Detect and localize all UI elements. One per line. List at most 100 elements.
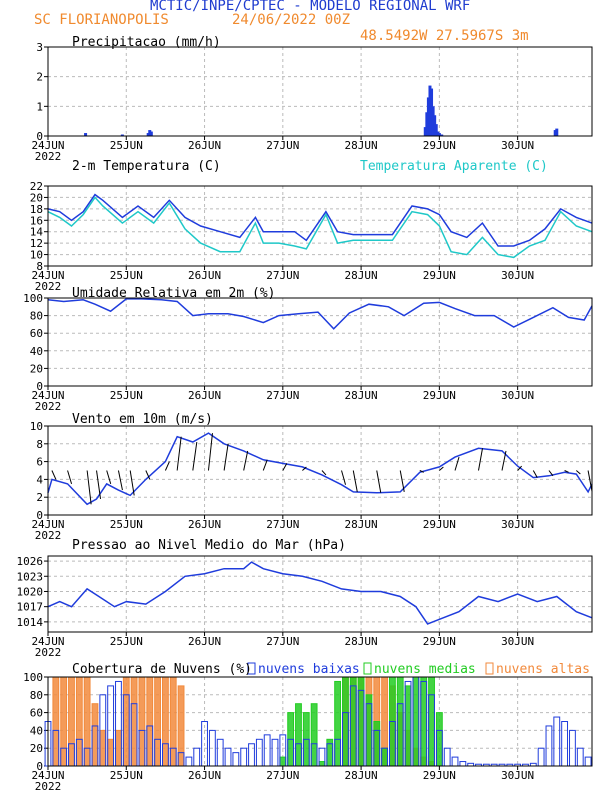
temp-ytick-label: 10 — [30, 249, 43, 262]
clouds-bar-nuvens-altas — [130, 676, 138, 767]
clouds-bar-nuvens-altas — [122, 676, 130, 767]
humidity-xtick-label: 30JUN — [501, 389, 534, 402]
wind-xtick-label: 28JUN — [345, 518, 378, 531]
clouds-legend-label: nuvens altas — [496, 662, 590, 677]
pressure-ytick-label: 1023 — [17, 570, 44, 583]
clouds-legend-swatch — [485, 662, 494, 675]
precip-bar — [149, 131, 153, 136]
precip-xtick-label: 26JUN — [188, 139, 221, 152]
clouds-xtick-label: 28JUN — [345, 769, 378, 782]
wind-vector — [145, 470, 151, 480]
wind-xtick-label: 26JUN — [188, 518, 221, 531]
wind-vector — [341, 470, 347, 485]
temp-ytick-label: 18 — [30, 203, 43, 216]
temp-xtick-label: 25JUN — [110, 269, 143, 282]
run-time-label: 24/06/2022 00Z — [232, 12, 351, 28]
clouds-bar-nuvens-baixas — [561, 721, 569, 767]
temp-xtick-label: 24JUN — [31, 269, 64, 282]
clouds-bar-nuvens-medias — [435, 712, 443, 767]
clouds-bar-nuvens-altas — [138, 676, 146, 767]
clouds-bar-nuvens-baixas — [263, 734, 271, 767]
wind-ytick-label: 10 — [30, 420, 43, 433]
clouds-bar-nuvens-altas — [99, 729, 107, 767]
wind-vector — [321, 470, 327, 476]
clouds-bar-nuvens-medias — [420, 676, 428, 767]
wind-vector — [96, 470, 102, 500]
wind-ytick-label: 8 — [36, 438, 43, 451]
precip-bar — [440, 134, 444, 136]
precip-bar — [434, 124, 438, 136]
chart-header-title: MCTIC/INPE/CPTEC - MODELO REGIONAL WRF — [150, 0, 471, 14]
temp-series-line-1 — [47, 196, 593, 259]
clouds-xtick-label: 30JUN — [501, 769, 534, 782]
wind-vector — [419, 470, 425, 473]
wind-frame — [47, 425, 593, 516]
precip-frame — [47, 46, 593, 137]
precip-bar — [428, 85, 432, 136]
pressure-xtick-label: 30JUN — [501, 635, 534, 648]
clouds-bar-nuvens-medias — [365, 694, 373, 767]
wind-vector — [117, 470, 123, 491]
precip-bar — [436, 131, 440, 136]
temp-ytick-label: 14 — [30, 226, 44, 239]
humidity-ytick-label: 60 — [30, 327, 43, 340]
pressure-xtick-label: 29JUN — [423, 635, 456, 648]
temp-ytick-label: 16 — [30, 214, 43, 227]
clouds-bar-nuvens-baixas — [271, 738, 279, 767]
temp-year-label: 2022 — [35, 280, 62, 293]
precip-bar — [425, 112, 429, 136]
wind-vector — [106, 470, 112, 484]
clouds-bar-nuvens-baixas — [185, 756, 193, 767]
temp-title2: Temperatura Aparente (C) — [360, 159, 548, 174]
temp-ytick-label: 20 — [30, 191, 43, 204]
precip-ytick-label: 0 — [36, 130, 43, 143]
coordinates-label: 48.5492W 27.5967S 3m — [360, 28, 529, 44]
wind-vector — [243, 450, 249, 471]
wind-vector — [192, 441, 198, 471]
pressure-year-label: 2022 — [35, 646, 62, 659]
wind-ytick-label: 2 — [36, 491, 43, 504]
wind-vector — [262, 459, 268, 471]
clouds-bar-nuvens-baixas — [193, 747, 201, 767]
clouds-bar-nuvens-medias — [334, 680, 342, 767]
clouds-legend-swatch — [247, 662, 256, 675]
clouds-bar-nuvens-medias — [310, 703, 318, 767]
wind-vector — [564, 470, 569, 473]
precip-year-label: 2022 — [35, 150, 62, 163]
wind-vector — [376, 470, 382, 493]
clouds-xtick-label: 26JUN — [188, 769, 221, 782]
clouds-bar-nuvens-medias — [381, 747, 388, 767]
clouds-bar-nuvens-altas — [177, 685, 185, 767]
pressure-ytick-label: 1014 — [17, 616, 44, 629]
temp-series-line-0 — [47, 193, 593, 247]
wind-xtick-label: 27JUN — [266, 518, 299, 531]
wind-year-label: 2022 — [35, 529, 62, 542]
humidity-xtick-label: 29JUN — [423, 389, 456, 402]
temp-ytick-label: 12 — [30, 237, 43, 250]
wind-vector — [399, 470, 405, 492]
clouds-bar-nuvens-baixas — [576, 747, 584, 767]
temp-title: 2-m Temperatura (C) — [72, 159, 221, 174]
wind-ytick-label: 6 — [36, 456, 43, 469]
clouds-bar-nuvens-baixas — [248, 743, 255, 767]
wind-vector — [501, 450, 507, 471]
wind-vector — [587, 470, 593, 492]
precip-bar — [84, 133, 88, 136]
wind-vector — [164, 461, 170, 471]
precip-xtick-label: 24JUN — [31, 139, 64, 152]
wind-xtick-label: 25JUN — [110, 518, 143, 531]
clouds-legend-label: nuvens baixas — [258, 662, 360, 677]
wind-vector — [207, 433, 213, 471]
wind-ytick-label: 0 — [36, 509, 43, 522]
clouds-bar-nuvens-medias — [428, 676, 435, 767]
precip-bar — [553, 130, 557, 136]
wind-vector — [576, 470, 581, 475]
precip-bar — [431, 106, 435, 136]
precip-ytick-label: 2 — [36, 71, 43, 84]
wind-panel — [44, 425, 593, 519]
clouds-bar-nuvens-medias — [318, 761, 326, 767]
clouds-ytick-label: 80 — [30, 689, 43, 702]
wind-xtick-label: 24JUN — [31, 518, 64, 531]
wind-ytick-label: 4 — [36, 473, 43, 486]
precip-xtick-label: 30JUN — [501, 139, 534, 152]
